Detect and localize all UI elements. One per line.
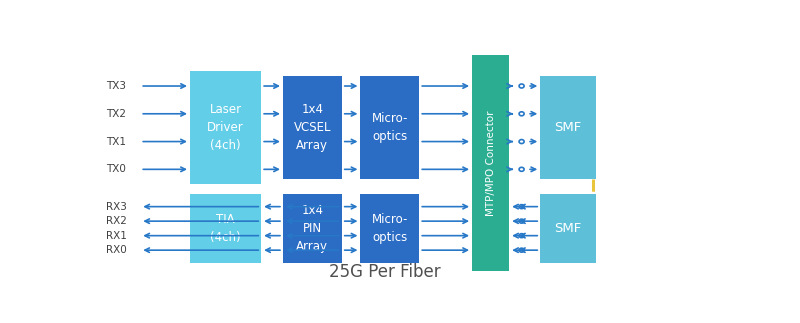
FancyBboxPatch shape (190, 194, 262, 263)
Text: 1x4
VCSEL
Array: 1x4 VCSEL Array (294, 103, 331, 152)
Text: SMF: SMF (554, 121, 582, 134)
Text: Micro-
optics: Micro- optics (372, 112, 408, 143)
FancyBboxPatch shape (540, 194, 596, 263)
Text: TX0: TX0 (106, 164, 126, 174)
FancyBboxPatch shape (360, 76, 419, 179)
FancyBboxPatch shape (283, 76, 342, 179)
FancyBboxPatch shape (283, 194, 342, 263)
Text: Micro-
optics: Micro- optics (372, 213, 408, 244)
Text: RX0: RX0 (106, 245, 127, 255)
Text: RX2: RX2 (106, 216, 127, 226)
Text: SMF: SMF (554, 222, 582, 235)
Text: 1x4
PIN
Array: 1x4 PIN Array (296, 204, 328, 253)
FancyBboxPatch shape (190, 71, 262, 184)
Text: TX3: TX3 (106, 81, 126, 91)
FancyBboxPatch shape (360, 194, 419, 263)
Text: TIA
(4ch): TIA (4ch) (210, 213, 241, 244)
Text: Laser
Driver
(4ch): Laser Driver (4ch) (207, 103, 244, 152)
Text: MTP/MPO Connector: MTP/MPO Connector (486, 110, 496, 216)
Text: RX1: RX1 (106, 231, 127, 241)
Text: TX1: TX1 (106, 137, 126, 147)
Text: RX3: RX3 (106, 202, 127, 212)
FancyBboxPatch shape (540, 76, 596, 179)
FancyBboxPatch shape (472, 55, 509, 271)
Text: 25G Per Fiber: 25G Per Fiber (330, 263, 441, 281)
Text: TX2: TX2 (106, 109, 126, 119)
